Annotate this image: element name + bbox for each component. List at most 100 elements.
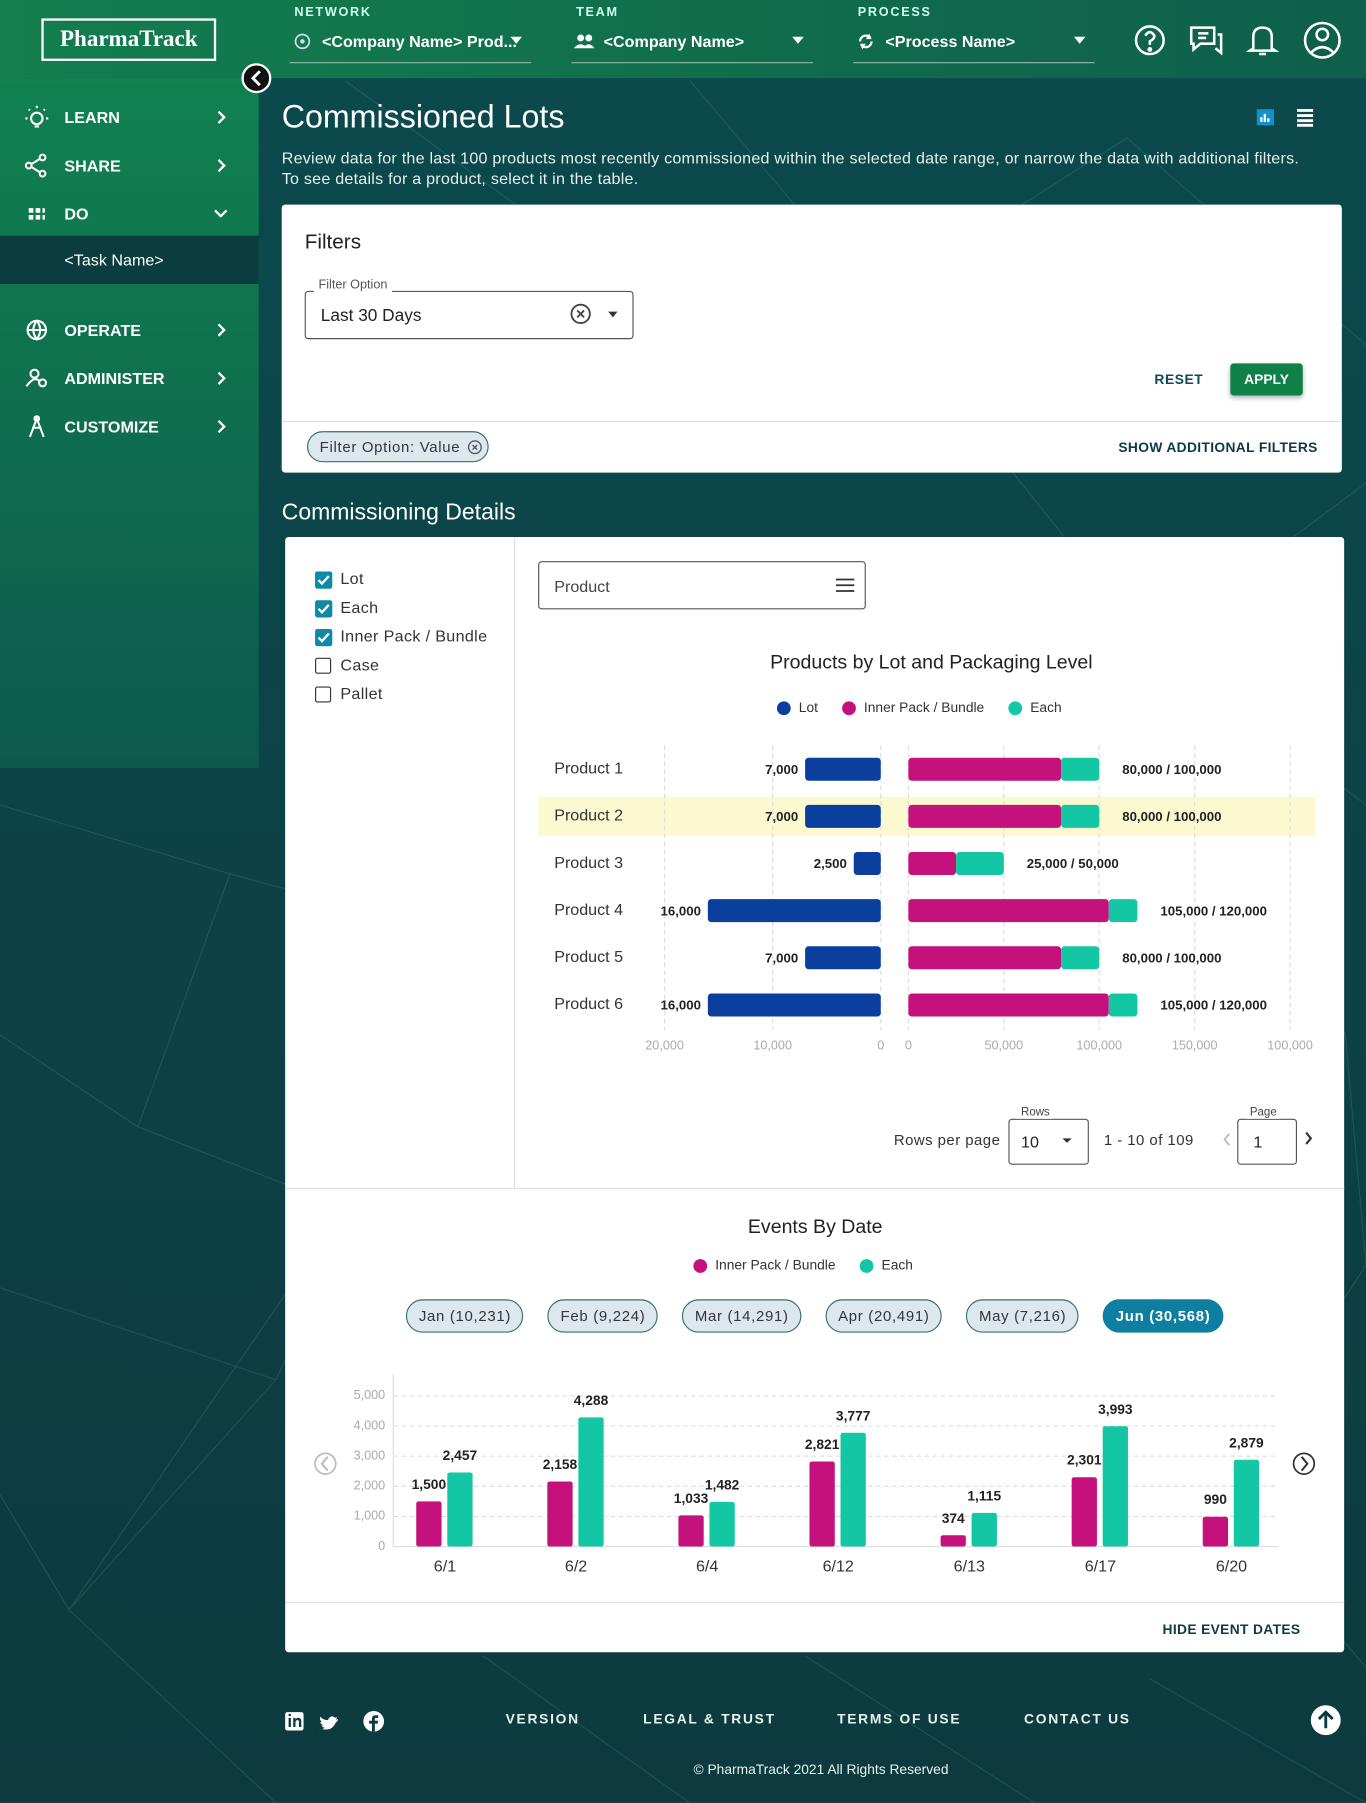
- footer-link[interactable]: CONTACT US: [1024, 1710, 1131, 1728]
- chevron: [217, 371, 226, 385]
- chat-icon[interactable]: [1189, 26, 1223, 56]
- month-chip[interactable]: Jun (30,568): [1103, 1299, 1224, 1333]
- pagination-icons[interactable]: [1058, 1129, 1322, 1152]
- view-toggle[interactable]: [1253, 106, 1317, 129]
- data-label: 2,457: [443, 1448, 478, 1463]
- apply-button[interactable]: APPLY: [1230, 363, 1303, 396]
- legend-label: Inner Pack / Bundle: [715, 1258, 836, 1273]
- month-chip[interactable]: Apr (20,491): [825, 1299, 943, 1333]
- bar: [416, 1501, 442, 1547]
- checkbox-label: Case: [340, 655, 380, 674]
- bar: [447, 1472, 473, 1547]
- x-tick-label: 0: [877, 1039, 884, 1053]
- checkbox-label: Pallet: [340, 684, 383, 703]
- x-tick-label: 50,000: [984, 1039, 1023, 1053]
- footer-link[interactable]: VERSION: [505, 1710, 580, 1728]
- bar: [971, 1512, 997, 1547]
- hide-events-button[interactable]: HIDE EVENT DATES: [1162, 1621, 1301, 1638]
- page-description: Review data for the last 100 products mo…: [281, 148, 1300, 188]
- page-label: Page: [1245, 1106, 1282, 1119]
- filter-chip[interactable]: Filter Option: Value: [307, 431, 490, 463]
- bar: [678, 1515, 704, 1547]
- x-tick-label: 100,000: [1267, 1039, 1313, 1053]
- month-chip[interactable]: Mar (14,291): [682, 1299, 802, 1333]
- chevron: [217, 159, 226, 173]
- copyright: © PharmaTrack 2021 All Rights Reserved: [693, 1761, 949, 1778]
- bar: [805, 946, 881, 970]
- footer-link[interactable]: LEGAL & TRUST: [643, 1710, 776, 1728]
- legend-swatch: [693, 1259, 708, 1273]
- nav-item[interactable]: DO: [64, 204, 89, 224]
- legend-swatch: [1008, 701, 1023, 716]
- scroll-top[interactable]: [1310, 1704, 1342, 1736]
- checkbox-label: Lot: [340, 569, 364, 588]
- legend-label: Inner Pack / Bundle: [864, 700, 985, 715]
- help-icon[interactable]: [1134, 25, 1165, 56]
- legend-label: Each: [1030, 700, 1061, 715]
- logo[interactable]: PharmaTrack: [41, 18, 217, 61]
- month-chip[interactable]: Jan (10,231): [406, 1299, 524, 1333]
- nav-subitem[interactable]: <Task Name>: [64, 250, 164, 270]
- month-chip[interactable]: May (7,216): [966, 1299, 1079, 1333]
- show-filters-button[interactable]: SHOW ADDITIONAL FILTERS: [1118, 439, 1318, 456]
- footer-link[interactable]: TERMS OF USE: [837, 1710, 962, 1728]
- chevron: [217, 323, 226, 337]
- page-value: 1: [1253, 1132, 1263, 1151]
- sidebar: [0, 78, 259, 769]
- month-chip[interactable]: Feb (9,224): [547, 1299, 659, 1333]
- checkbox[interactable]: [315, 657, 332, 674]
- data-label: 2,158: [543, 1457, 578, 1472]
- y-tick-label: Product 4: [554, 901, 623, 919]
- team-value[interactable]: <Company Name>: [603, 32, 745, 51]
- nav-item[interactable]: OPERATE: [64, 320, 142, 340]
- product-select[interactable]: [538, 561, 866, 610]
- data-label: 25,000 / 50,000: [1027, 856, 1119, 871]
- chart-nav[interactable]: [1292, 1452, 1316, 1475]
- user-icon[interactable]: [1303, 21, 1341, 59]
- y-tick-label: Product 2: [554, 807, 623, 825]
- bar: [908, 899, 1109, 923]
- checkbox[interactable]: [315, 686, 332, 703]
- chart-nav[interactable]: [314, 1452, 337, 1475]
- nav-item[interactable]: CUSTOMIZE: [64, 417, 159, 436]
- checkbox[interactable]: [315, 571, 333, 589]
- legend-label: Each: [882, 1258, 913, 1273]
- chip-remove[interactable]: [467, 439, 483, 455]
- process-value[interactable]: <Process Name>: [885, 32, 1016, 51]
- collapse-button[interactable]: [241, 63, 272, 94]
- page-input[interactable]: [1237, 1118, 1298, 1165]
- nav-item[interactable]: ADMINISTER: [64, 369, 165, 388]
- x-tick-label: 6/1: [434, 1557, 456, 1575]
- nav-item[interactable]: LEARN: [64, 108, 120, 127]
- events-chart: Events By Date Inner Pack / Bundle Each 0 1,…: [314, 1216, 1316, 1575]
- header: [0, 0, 1366, 79]
- x-tick-label: 10,000: [753, 1039, 792, 1053]
- data-label: 3,993: [1098, 1402, 1133, 1417]
- bar: [1108, 993, 1138, 1017]
- network-value[interactable]: <Company Name> Prod...: [321, 32, 517, 51]
- rows-select[interactable]: [1008, 1118, 1089, 1165]
- bar: [908, 946, 1062, 970]
- bar: [908, 804, 1062, 828]
- reset-button[interactable]: RESET: [1154, 371, 1204, 388]
- filter-field[interactable]: [304, 290, 634, 340]
- checkbox[interactable]: [315, 628, 333, 647]
- nav-item[interactable]: SHARE: [64, 156, 121, 175]
- bar: [853, 852, 881, 876]
- y-tick-label: 5,000: [354, 1388, 386, 1402]
- filter-field-icons[interactable]: [568, 301, 625, 326]
- social-icons[interactable]: [276, 1702, 391, 1741]
- menu-icon[interactable]: [835, 576, 856, 594]
- bell-icon[interactable]: [1245, 26, 1280, 56]
- bar: [547, 1481, 573, 1547]
- bar: [805, 757, 881, 781]
- checkbox[interactable]: [315, 600, 333, 618]
- data-label: 2,500: [814, 856, 847, 871]
- bar: [1108, 899, 1138, 923]
- legend-label: Lot: [799, 700, 818, 715]
- filters-title: Filters: [304, 229, 362, 253]
- y-tick-label: 2,000: [354, 1479, 386, 1493]
- header-icons: [510, 21, 1341, 59]
- chevron: [217, 110, 226, 124]
- bar: [578, 1417, 604, 1547]
